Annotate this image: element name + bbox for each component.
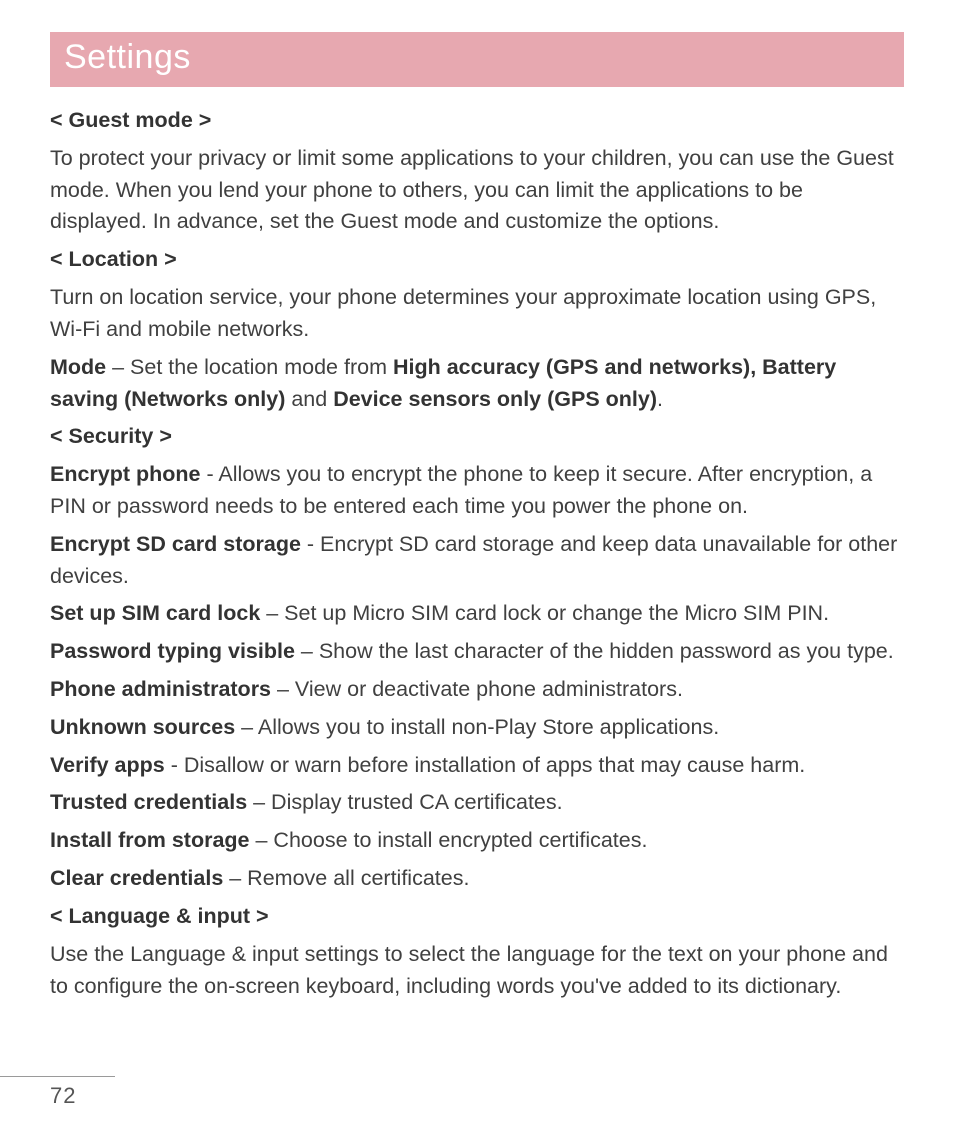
security-trusted-credentials: Trusted credentials – Display trusted CA… [50,787,904,819]
location-mode-sep: and [285,387,333,411]
security-encrypt-sd: Encrypt SD card storage - Encrypt SD car… [50,529,904,593]
pw-visible-label: Password typing visible [50,639,295,663]
page-footer: 72 [0,1076,954,1109]
sim-lock-text: – Set up Micro SIM card lock or change t… [260,601,829,625]
clear-cred-text: – Remove all certificates. [223,866,469,890]
security-clear-credentials: Clear credentials – Remove all certifica… [50,863,904,895]
location-header: < Location > [50,244,904,276]
security-unknown-sources: Unknown sources – Allows you to install … [50,712,904,744]
location-mode-label: Mode [50,355,106,379]
page-number: 72 [0,1077,954,1109]
location-mode-line: Mode – Set the location mode from High a… [50,352,904,416]
manual-page: Settings < Guest mode > To protect your … [0,0,954,1145]
clear-cred-label: Clear credentials [50,866,223,890]
guest-mode-header: < Guest mode > [50,105,904,137]
page-content: < Guest mode > To protect your privacy o… [50,105,904,1002]
trusted-cred-text: – Display trusted CA certificates. [247,790,562,814]
location-body: Turn on location service, your phone det… [50,282,904,346]
phone-admins-text: – View or deactivate phone administrator… [271,677,683,701]
security-verify-apps: Verify apps - Disallow or warn before in… [50,750,904,782]
location-mode-end: . [657,387,663,411]
security-pw-visible: Password typing visible – Show the last … [50,636,904,668]
sim-lock-label: Set up SIM card lock [50,601,260,625]
verify-apps-label: Verify apps [50,753,165,777]
page-title: Settings [64,38,191,76]
location-mode-opt2: Device sensors only (GPS only) [333,387,657,411]
security-sim-lock: Set up SIM card lock – Set up Micro SIM … [50,598,904,630]
pw-visible-text: – Show the last character of the hidden … [295,639,894,663]
encrypt-sd-label: Encrypt SD card storage [50,532,301,556]
phone-admins-label: Phone administrators [50,677,271,701]
security-encrypt-phone: Encrypt phone - Allows you to encrypt th… [50,459,904,523]
page-title-bar: Settings [50,32,904,87]
location-mode-pre: – Set the location mode from [106,355,393,379]
guest-mode-body: To protect your privacy or limit some ap… [50,143,904,238]
language-input-header: < Language & input > [50,901,904,933]
encrypt-phone-label: Encrypt phone [50,462,201,486]
security-install-from-storage: Install from storage – Choose to install… [50,825,904,857]
install-stor-text: – Choose to install encrypted certificat… [250,828,648,852]
trusted-cred-label: Trusted credentials [50,790,247,814]
unknown-src-label: Unknown sources [50,715,235,739]
security-header: < Security > [50,421,904,453]
install-stor-label: Install from storage [50,828,250,852]
language-input-body: Use the Language & input settings to sel… [50,939,904,1003]
unknown-src-text: – Allows you to install non-Play Store a… [235,715,719,739]
security-phone-admins: Phone administrators – View or deactivat… [50,674,904,706]
verify-apps-text: - Disallow or warn before installation o… [165,753,806,777]
